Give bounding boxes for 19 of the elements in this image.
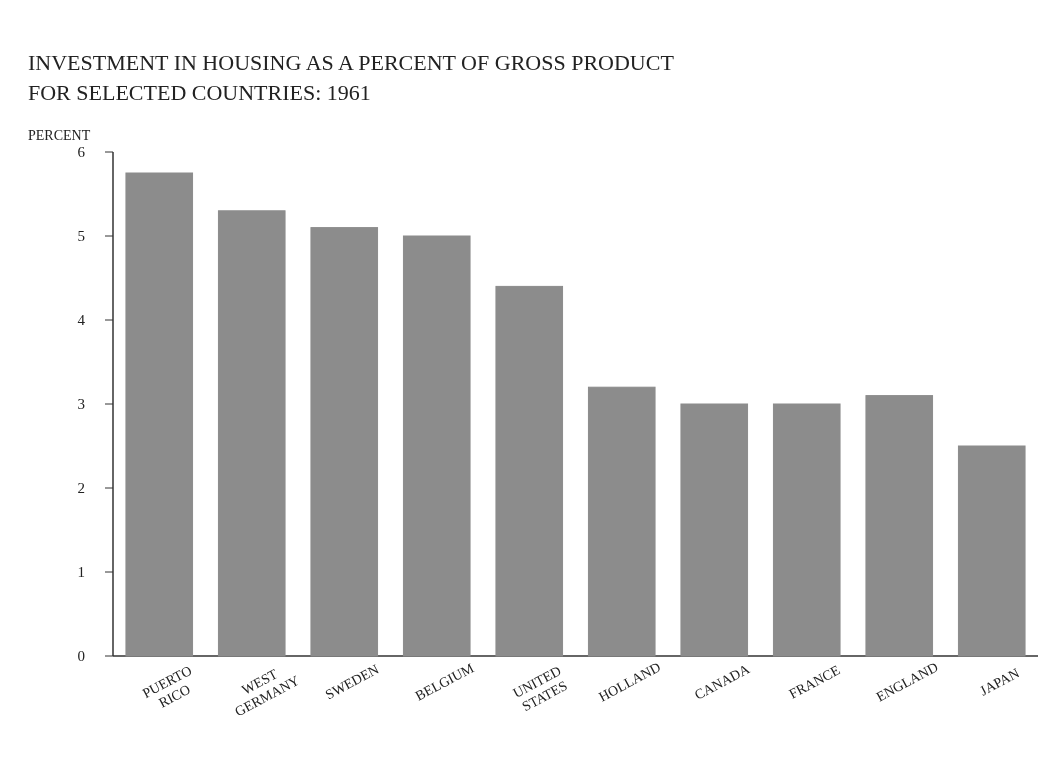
y-tick-label: 2 xyxy=(77,480,85,497)
bar xyxy=(495,285,564,657)
chart-title: INVESTMENT IN HOUSING AS A PERCENT OF GROSS PRODUCT FOR SELECTED COUNTRIES: 1961 xyxy=(28,50,675,105)
y-tick-label: 0 xyxy=(77,648,85,665)
bar xyxy=(680,403,749,657)
y-tick-label: 6 xyxy=(77,144,86,161)
y-axis-title: PERCENT xyxy=(28,128,91,143)
y-tick-label: 3 xyxy=(77,396,85,413)
y-tick-label: 1 xyxy=(77,564,85,581)
bar xyxy=(125,172,194,657)
y-tick-label: 4 xyxy=(77,312,86,329)
bar xyxy=(865,395,934,657)
bar xyxy=(957,445,1026,657)
bar xyxy=(310,227,379,657)
bar xyxy=(772,403,841,657)
bar xyxy=(402,235,471,657)
y-tick-label: 5 xyxy=(77,228,85,245)
bar xyxy=(217,210,286,657)
bar xyxy=(587,386,656,657)
